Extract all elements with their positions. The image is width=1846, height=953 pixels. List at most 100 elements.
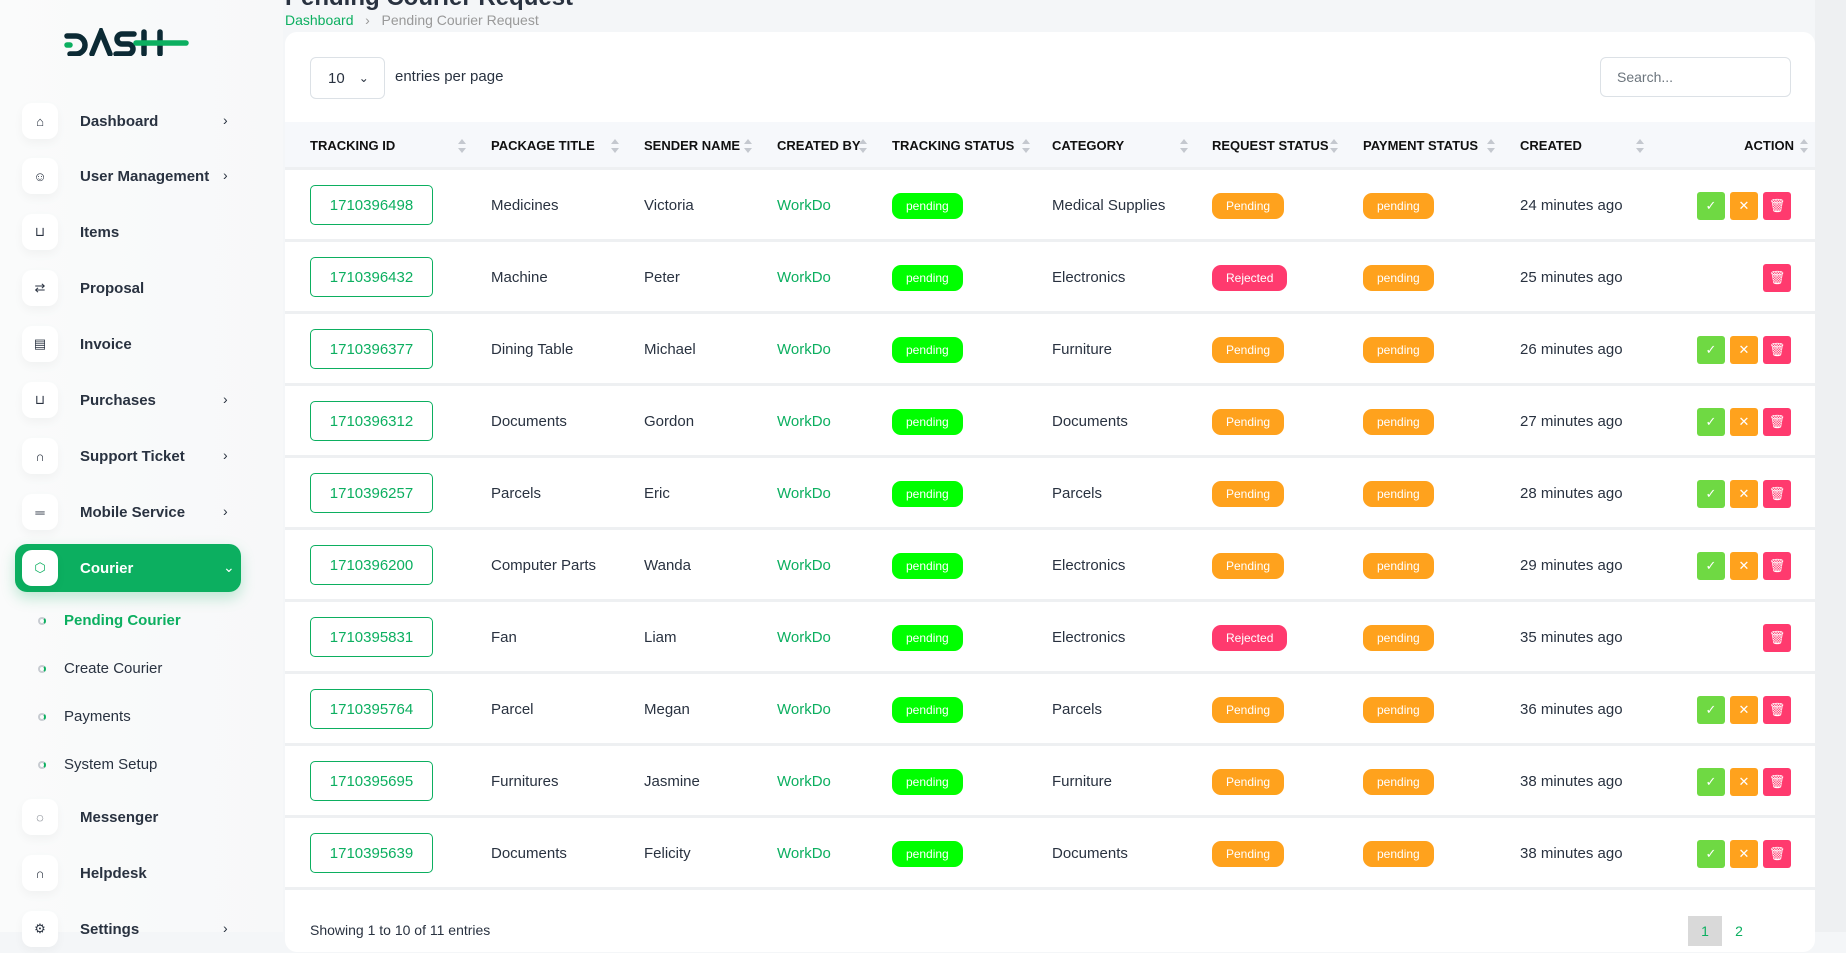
approve-button[interactable]: ✓ bbox=[1697, 408, 1725, 436]
chevron-right-icon: › bbox=[223, 447, 228, 463]
sort-icon[interactable] bbox=[744, 139, 752, 153]
tracking-id-button[interactable]: 1710395695 bbox=[310, 761, 433, 801]
sidebar-item-courier[interactable]: ⬡ Courier ⌄ bbox=[15, 544, 241, 592]
created-by-link[interactable]: WorkDo bbox=[777, 341, 831, 358]
sidebar-item-invoice[interactable]: ▤ Invoice bbox=[15, 320, 241, 368]
column-header-tracking-id[interactable]: TRACKING ID bbox=[310, 138, 396, 153]
delete-button[interactable]: 🗑 bbox=[1763, 768, 1791, 796]
sort-icon[interactable] bbox=[1330, 139, 1338, 153]
created-by-link[interactable]: WorkDo bbox=[777, 269, 831, 286]
sidebar-item-items[interactable]: ⊔ Items bbox=[15, 208, 241, 256]
delete-button[interactable]: 🗑 bbox=[1763, 840, 1791, 868]
approve-button[interactable]: ✓ bbox=[1697, 552, 1725, 580]
tracking-id-button[interactable]: 1710396312 bbox=[310, 401, 433, 441]
delete-button[interactable]: 🗑 bbox=[1763, 624, 1791, 652]
page-title: Pending Courier Request bbox=[285, 0, 573, 10]
approve-button[interactable]: ✓ bbox=[1697, 840, 1725, 868]
sidebar-item-helpdesk[interactable]: ∩ Helpdesk bbox=[15, 849, 241, 897]
sidebar-item-purchases[interactable]: ⊔ Purchases › bbox=[15, 376, 241, 424]
page-size-select[interactable]: 10 ⌄ bbox=[310, 57, 385, 99]
sidebar-subitem-create-courier[interactable]: Create Courier bbox=[38, 660, 162, 677]
column-header-created-by[interactable]: CREATED BY bbox=[777, 138, 861, 153]
column-header-sender-name[interactable]: SENDER NAME bbox=[644, 138, 741, 153]
sort-icon[interactable] bbox=[1022, 139, 1030, 153]
created-by-link[interactable]: WorkDo bbox=[777, 701, 831, 718]
approve-button[interactable]: ✓ bbox=[1697, 192, 1725, 220]
payment-status-badge: pending bbox=[1363, 697, 1434, 723]
payment-status-badge: pending bbox=[1363, 337, 1434, 363]
delete-button[interactable]: 🗑 bbox=[1763, 696, 1791, 724]
sidebar-item-settings[interactable]: ⚙ Settings › bbox=[15, 905, 241, 953]
approve-button[interactable]: ✓ bbox=[1697, 480, 1725, 508]
column-header-created[interactable]: CREATED bbox=[1520, 138, 1582, 153]
package-title: Furnitures bbox=[491, 773, 559, 790]
sidebar-item-support-ticket[interactable]: ∩ Support Ticket › bbox=[15, 432, 241, 480]
created-by-link[interactable]: WorkDo bbox=[777, 629, 831, 646]
reject-button[interactable]: ✕ bbox=[1730, 552, 1758, 580]
created-by-link[interactable]: WorkDo bbox=[777, 413, 831, 430]
delete-button[interactable]: 🗑 bbox=[1763, 264, 1791, 292]
column-header-tracking-status[interactable]: TRACKING STATUS bbox=[892, 138, 1015, 153]
sort-icon[interactable] bbox=[1636, 139, 1644, 153]
delete-button[interactable]: 🗑 bbox=[1763, 552, 1791, 580]
search-input[interactable] bbox=[1600, 57, 1791, 97]
reject-button[interactable]: ✕ bbox=[1730, 840, 1758, 868]
created-by-link[interactable]: WorkDo bbox=[777, 485, 831, 502]
sort-icon[interactable] bbox=[458, 139, 466, 153]
table-row bbox=[285, 458, 1815, 530]
reject-button[interactable]: ✕ bbox=[1730, 696, 1758, 724]
approve-button[interactable]: ✓ bbox=[1697, 768, 1725, 796]
bullet-icon bbox=[38, 760, 46, 769]
tracking-id-button[interactable]: 1710395831 bbox=[310, 617, 433, 657]
delete-button[interactable]: 🗑 bbox=[1763, 192, 1791, 220]
tracking-id-button[interactable]: 1710396200 bbox=[310, 545, 433, 585]
reject-button[interactable]: ✕ bbox=[1730, 336, 1758, 364]
delete-button[interactable]: 🗑 bbox=[1763, 480, 1791, 508]
sort-icon[interactable] bbox=[1487, 139, 1495, 153]
tracking-id-button[interactable]: 1710396377 bbox=[310, 329, 433, 369]
column-header-category[interactable]: CATEGORY bbox=[1052, 138, 1125, 153]
page-2-button[interactable]: 2 bbox=[1735, 923, 1743, 939]
created-by-link[interactable]: WorkDo bbox=[777, 557, 831, 574]
sidebar-item-dashboard[interactable]: ⌂ Dashboard › bbox=[15, 97, 241, 145]
sort-icon[interactable] bbox=[611, 139, 619, 153]
sidebar-item-user-management[interactable]: ☺ User Management › bbox=[15, 152, 241, 200]
sidebar-item-messenger[interactable]: ◌ Messenger bbox=[15, 793, 241, 841]
sidebar-item-mobile-service[interactable]: ═ Mobile Service › bbox=[15, 488, 241, 536]
delete-button[interactable]: 🗑 bbox=[1763, 336, 1791, 364]
tracking-id-button[interactable]: 1710396432 bbox=[310, 257, 433, 297]
breadcrumb-dashboard[interactable]: Dashboard bbox=[285, 12, 354, 28]
column-header-action[interactable]: ACTION bbox=[1744, 138, 1794, 153]
approve-button[interactable]: ✓ bbox=[1697, 336, 1725, 364]
created-by-link[interactable]: WorkDo bbox=[777, 845, 831, 862]
category: Electronics bbox=[1052, 629, 1126, 646]
tracking-id-button[interactable]: 1710395639 bbox=[310, 833, 433, 873]
column-header-package-title[interactable]: PACKAGE TITLE bbox=[491, 138, 595, 153]
sort-icon[interactable] bbox=[859, 139, 867, 153]
payment-status-badge: pending bbox=[1363, 553, 1434, 579]
tracking-id-button[interactable]: 1710395764 bbox=[310, 689, 433, 729]
sidebar-subitem-pending-courier[interactable]: Pending Courier bbox=[38, 612, 181, 629]
sidebar-subitem-system-setup[interactable]: System Setup bbox=[38, 756, 157, 773]
approve-button[interactable]: ✓ bbox=[1697, 696, 1725, 724]
page-1-button[interactable]: 1 bbox=[1688, 916, 1722, 946]
sidebar-subitem-payments[interactable]: Payments bbox=[38, 708, 131, 725]
reject-button[interactable]: ✕ bbox=[1730, 480, 1758, 508]
tracking-id-button[interactable]: 1710396498 bbox=[310, 185, 433, 225]
sidebar-item-proposal[interactable]: ⇄ Proposal bbox=[15, 264, 241, 312]
created-by-link[interactable]: WorkDo bbox=[777, 773, 831, 790]
column-header-request-status[interactable]: REQUEST STATUS bbox=[1212, 138, 1329, 153]
bullet-icon bbox=[38, 664, 46, 673]
created-by-link[interactable]: WorkDo bbox=[777, 197, 831, 214]
column-header-payment-status[interactable]: PAYMENT STATUS bbox=[1363, 138, 1479, 153]
sort-icon[interactable] bbox=[1180, 139, 1188, 153]
reject-button[interactable]: ✕ bbox=[1730, 408, 1758, 436]
reject-button[interactable]: ✕ bbox=[1730, 192, 1758, 220]
sort-icon[interactable] bbox=[1800, 139, 1808, 153]
delete-button[interactable]: 🗑 bbox=[1763, 408, 1791, 436]
reject-button[interactable]: ✕ bbox=[1730, 768, 1758, 796]
tracking-id-button[interactable]: 1710396257 bbox=[310, 473, 433, 513]
sender-name: Michael bbox=[644, 341, 696, 358]
payment-status-badge: pending bbox=[1363, 193, 1434, 219]
delete-icon: 🗑 bbox=[1768, 846, 1786, 861]
